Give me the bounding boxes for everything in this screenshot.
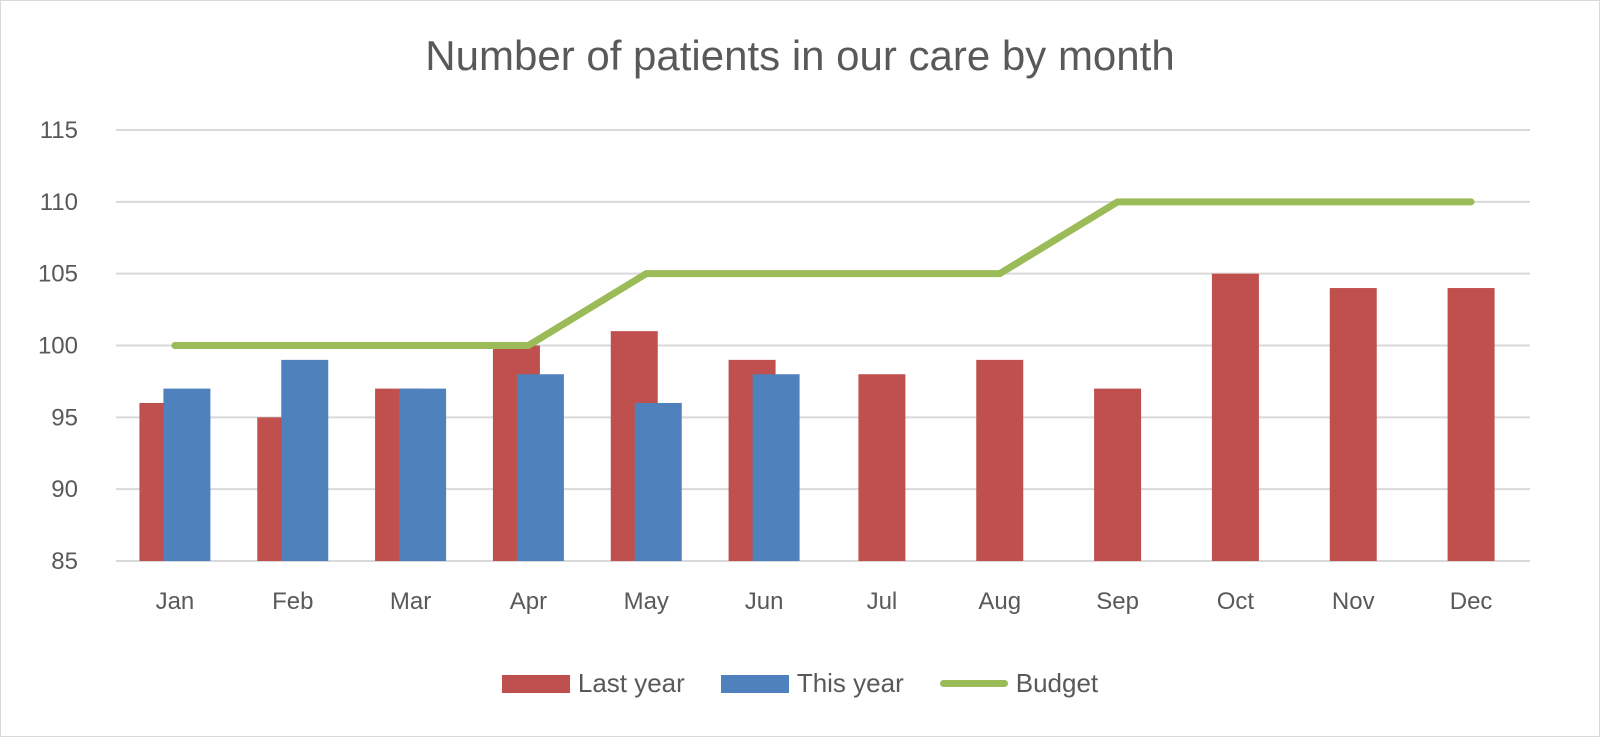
bar-last-year <box>1094 388 1142 561</box>
y-tick-label: 105 <box>38 261 78 288</box>
legend-item-this-year[interactable]: This year <box>720 668 904 699</box>
legend-item-budget[interactable]: Budget <box>939 668 1099 699</box>
x-tick-label: Aug <box>978 588 1021 615</box>
legend-label: This year <box>796 668 904 698</box>
y-tick-label: 85 <box>51 548 78 575</box>
bar-this-year <box>281 359 329 561</box>
x-tick-label: Dec <box>1450 588 1493 615</box>
x-tick-label: Mar <box>390 588 431 615</box>
y-tick-label: 110 <box>40 189 78 216</box>
bar-last-year <box>1211 273 1259 561</box>
bar-this-year <box>634 402 682 561</box>
legend-label: Last year <box>577 668 685 698</box>
budget-line <box>171 198 1475 349</box>
bar-this-year <box>163 388 211 561</box>
bar-this-year <box>752 374 800 561</box>
legend-swatch-this-year <box>720 674 789 693</box>
legend-swatch-budget <box>939 680 1008 687</box>
legend-item-last-year[interactable]: Last year <box>501 668 685 699</box>
x-tick-label: Jun <box>745 588 784 615</box>
y-tick-label: 90 <box>51 476 78 503</box>
y-tick-label: 95 <box>51 404 78 431</box>
legend-label: Budget <box>1015 668 1099 698</box>
legend: Last year This year Budget <box>0 668 1600 699</box>
x-tick-label: May <box>624 588 669 615</box>
bar-last-year <box>976 359 1024 561</box>
x-tick-label: Jan <box>156 588 195 615</box>
x-tick-label: Nov <box>1332 588 1375 615</box>
x-tick-label: Oct <box>1217 588 1255 615</box>
legend-swatch-last-year <box>501 674 570 693</box>
x-tick-label: Jul <box>867 588 898 615</box>
y-tick-label: 100 <box>38 333 78 360</box>
chart-title: Number of patients in our care by month <box>425 32 1175 79</box>
x-tick-label: Feb <box>272 588 313 615</box>
bar-this-year <box>516 374 564 561</box>
x-tick-label: Sep <box>1096 588 1139 615</box>
y-tick-label: 115 <box>40 117 78 144</box>
bar-last-year <box>1447 288 1495 561</box>
x-tick-label: Apr <box>510 588 547 615</box>
bar-last-year <box>1329 288 1377 561</box>
bar-this-year <box>399 388 447 561</box>
bar-last-year <box>858 374 906 561</box>
